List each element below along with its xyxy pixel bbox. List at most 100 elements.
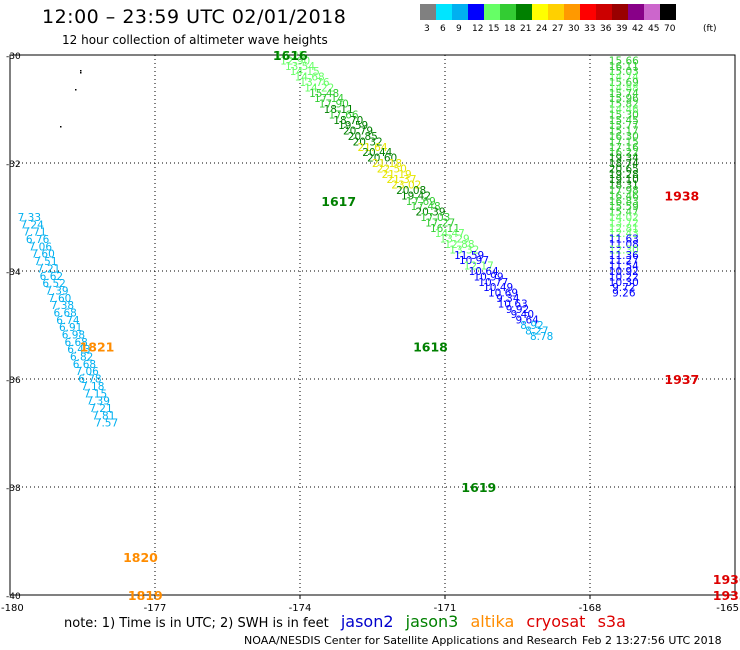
swh-value: 7.15 <box>84 388 107 400</box>
swh-value: 8.78 <box>530 331 553 343</box>
swh-value: 10.97 <box>459 255 489 267</box>
swh-value: 20.65 <box>609 163 639 175</box>
swh-value: 18.74 <box>609 158 639 170</box>
lon-tick-label: -180 <box>1 603 24 614</box>
lon-tick-label: -171 <box>434 603 457 614</box>
swh-value: 6.78 <box>78 374 101 386</box>
swh-value: 7.24 <box>20 219 44 231</box>
swh-value: 6.76 <box>26 234 50 246</box>
swh-value: 7.33 <box>18 212 41 224</box>
swh-value: 13.32 <box>449 244 479 256</box>
scale-label: 36 <box>600 24 612 34</box>
swh-value: 6.98 <box>62 330 85 342</box>
scale-label: 15 <box>488 24 500 34</box>
swh-value: 6.91 <box>59 322 82 334</box>
color-scale: 3 6 9 12 15 18 21 24 27 30 33 36 39 42 45 70 <box>420 4 676 34</box>
scale-label: 45 <box>648 24 660 34</box>
swh-value: 20.60 <box>367 153 397 165</box>
swh-value: 16.11 <box>609 61 639 73</box>
swh-value: 12.90 <box>280 55 310 67</box>
pass-label: 1617 <box>321 194 356 209</box>
swh-value: 15.47 <box>609 207 639 219</box>
swh-value: 15.96 <box>609 93 639 105</box>
swh-value: 7.21 <box>89 403 112 415</box>
swh-value: 17.90 <box>319 99 349 111</box>
swh-value: 18.11 <box>324 104 354 116</box>
scale-swatch: 15 <box>484 4 500 34</box>
scale-swatch: 3 <box>420 4 436 34</box>
pass-label: 1936 <box>713 572 740 587</box>
swh-value: 14.22 <box>304 82 334 94</box>
swh-value: 7.06 <box>75 366 99 378</box>
swh-value: 14.15 <box>290 66 320 78</box>
swh-value: 17.27 <box>425 217 455 229</box>
lat-tick-label: -34 <box>6 268 21 278</box>
scale-label: 9 <box>456 24 462 34</box>
swh-value: 10.69 <box>488 288 518 300</box>
swh-value: 13.76 <box>299 77 329 89</box>
scale-swatch: 6 <box>436 4 452 34</box>
scale-label: 70 <box>664 24 676 34</box>
swh-value: 9.92 <box>506 304 529 316</box>
lat-tick-label: -32 <box>6 160 21 170</box>
swh-value: 9.34 <box>496 293 520 305</box>
swh-value: 13.54 <box>285 61 315 73</box>
swh-value: 7.57 <box>95 418 118 430</box>
swh-value: 6.62 <box>40 271 63 283</box>
swh-value: 14.47 <box>435 228 465 240</box>
swh-value: 9.64 <box>515 315 539 327</box>
island-speck <box>75 89 77 91</box>
scale-swatch: 18 <box>500 4 516 34</box>
scale-swatch: 12 <box>468 4 484 34</box>
swh-value: 6.68 <box>64 337 87 349</box>
swh-value: 7.51 <box>34 256 57 268</box>
swh-value: 6.82 <box>70 352 93 364</box>
swh-value: 15.30 <box>609 109 639 121</box>
swh-value: 7.39 <box>87 396 110 408</box>
swh-value: 13.25 <box>275 50 305 62</box>
altimeter-tracks: 13.2512.9013.5414.1514.6813.7614.2215.48… <box>18 50 640 430</box>
lon-tick-label: -165 <box>716 603 739 614</box>
pass-label: 1935 <box>713 588 740 603</box>
swh-value: 20.39 <box>415 207 445 219</box>
swh-value: 15.66 <box>609 55 639 67</box>
map-grid <box>10 55 735 595</box>
swh-value: 20.85 <box>348 131 378 143</box>
scale-swatch: 39 <box>612 4 628 34</box>
map-frame <box>9 54 736 596</box>
swh-value: 7.06 <box>29 241 53 253</box>
swh-value: 16.30 <box>609 131 639 143</box>
pass-label: 1938 <box>664 188 699 203</box>
swh-value: 21.18 <box>372 158 402 170</box>
swh-value: 14.02 <box>609 212 639 224</box>
pass-label: 1820 <box>123 550 158 565</box>
scale-label: 24 <box>536 24 548 34</box>
swh-value: 12.17 <box>464 261 494 273</box>
swh-value: 21.19 <box>382 169 412 181</box>
swh-value: 10.63 <box>498 298 528 310</box>
swh-value: 14.74 <box>609 72 639 84</box>
swh-value: 16.46 <box>609 190 639 202</box>
swh-value: 12.81 <box>609 223 639 235</box>
swh-value: 13.29 <box>440 234 470 246</box>
swh-value: 14.68 <box>295 72 325 84</box>
lon-tick-label: -168 <box>579 603 602 614</box>
swh-value: 13.72 <box>609 217 639 229</box>
swh-value: 11.08 <box>609 239 639 251</box>
swh-value: 6.52 <box>42 278 65 290</box>
scale-label: 33 <box>584 24 596 34</box>
swh-value: 15.17 <box>609 126 639 138</box>
swh-value: 11.36 <box>609 250 639 262</box>
scale-label: 42 <box>632 24 644 34</box>
swh-value: 16.22 <box>609 147 639 159</box>
scale-swatch: 9 <box>452 4 468 34</box>
swh-value: 10.99 <box>473 271 503 283</box>
swh-value: 15.03 <box>609 66 639 78</box>
swh-value: 23.02 <box>391 180 421 192</box>
swh-value: 8.92 <box>520 320 543 332</box>
swh-value: 20.79 <box>343 126 373 138</box>
swh-value: 21.37 <box>386 174 416 186</box>
swh-value: 17.03 <box>420 212 450 224</box>
legend-altika: altika <box>470 612 515 631</box>
